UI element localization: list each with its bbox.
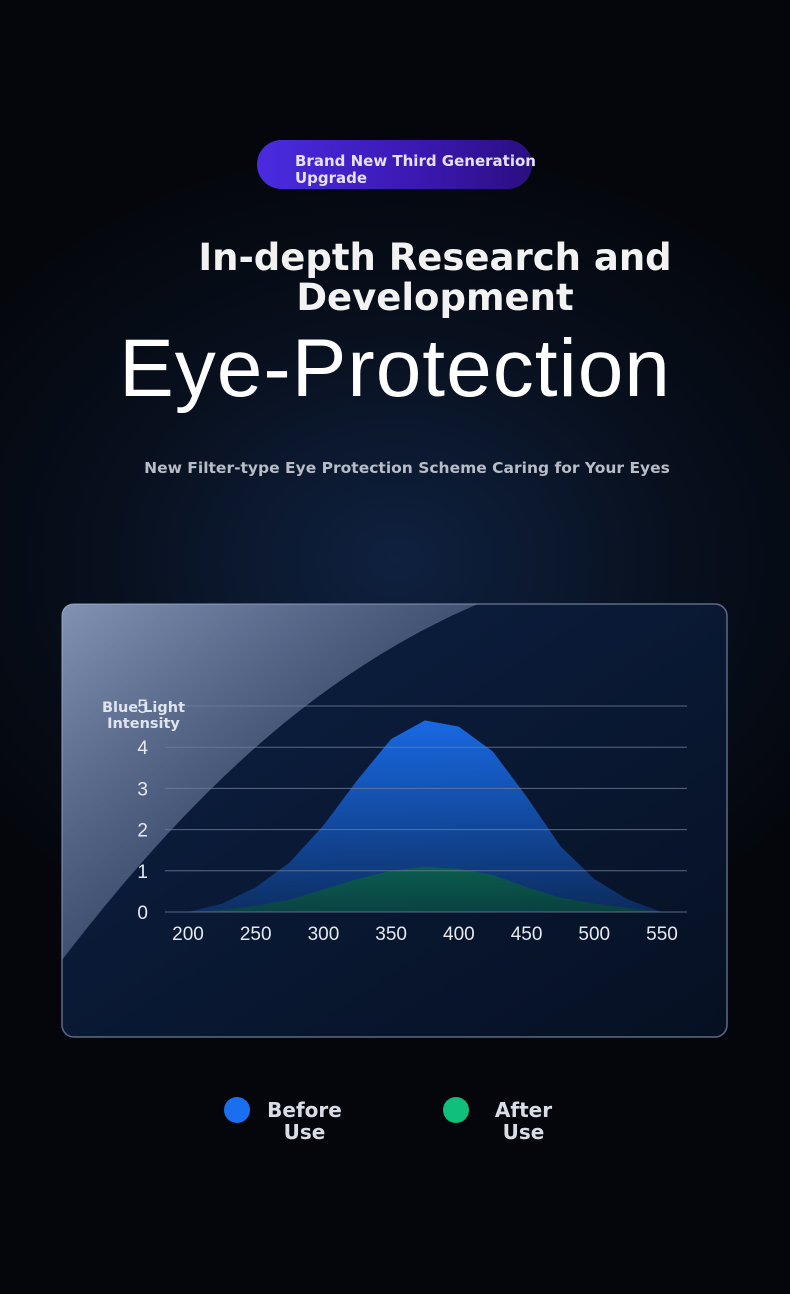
x-tick-label: 350 [375,924,407,945]
legend-swatch [224,1097,250,1123]
x-tick-label: 500 [578,924,610,945]
badge-text: Brand New Third Generation Upgrade [295,152,536,187]
legend-label: After Use [494,1098,553,1144]
legend-swatch [443,1097,469,1123]
x-tick-label: 200 [172,924,204,945]
title: Eye-Protection [119,323,671,414]
y-tick-label: 0 [137,903,148,924]
x-tick-label: 300 [308,924,340,945]
y-tick-label: 1 [137,862,148,883]
area [188,866,662,912]
area [188,720,662,912]
y-tick-label: 4 [137,738,148,759]
x-tick-label: 400 [443,924,475,945]
y-tick-label: 5 [137,697,148,718]
y-tick-label: 2 [137,821,148,842]
subtitle: New Filter-type Eye Protection Scheme Ca… [144,459,670,477]
x-tick-label: 550 [646,924,678,945]
glass-sheen [62,604,478,960]
heading: In-depth Research and Development [198,236,672,319]
legend-label: Before Use [267,1098,342,1144]
x-tick-label: 250 [240,924,272,945]
x-tick-label: 450 [511,924,543,945]
badge [257,140,532,189]
y-tick-label: 3 [137,779,148,800]
y-axis-label: Blue Light Intensity [101,700,186,732]
